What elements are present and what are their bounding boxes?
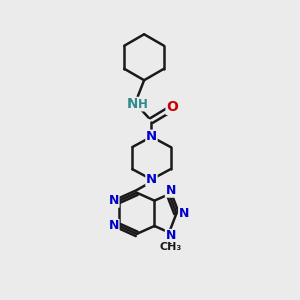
Text: N: N bbox=[109, 220, 119, 232]
Text: N: N bbox=[179, 207, 189, 220]
Text: N: N bbox=[146, 130, 157, 143]
Text: O: O bbox=[166, 100, 178, 114]
Text: N: N bbox=[165, 230, 176, 242]
Text: CH₃: CH₃ bbox=[160, 242, 182, 253]
Text: N: N bbox=[127, 98, 138, 111]
Text: N: N bbox=[109, 194, 119, 207]
Text: N: N bbox=[165, 184, 176, 197]
Text: H: H bbox=[138, 98, 148, 111]
Text: N: N bbox=[146, 173, 157, 186]
